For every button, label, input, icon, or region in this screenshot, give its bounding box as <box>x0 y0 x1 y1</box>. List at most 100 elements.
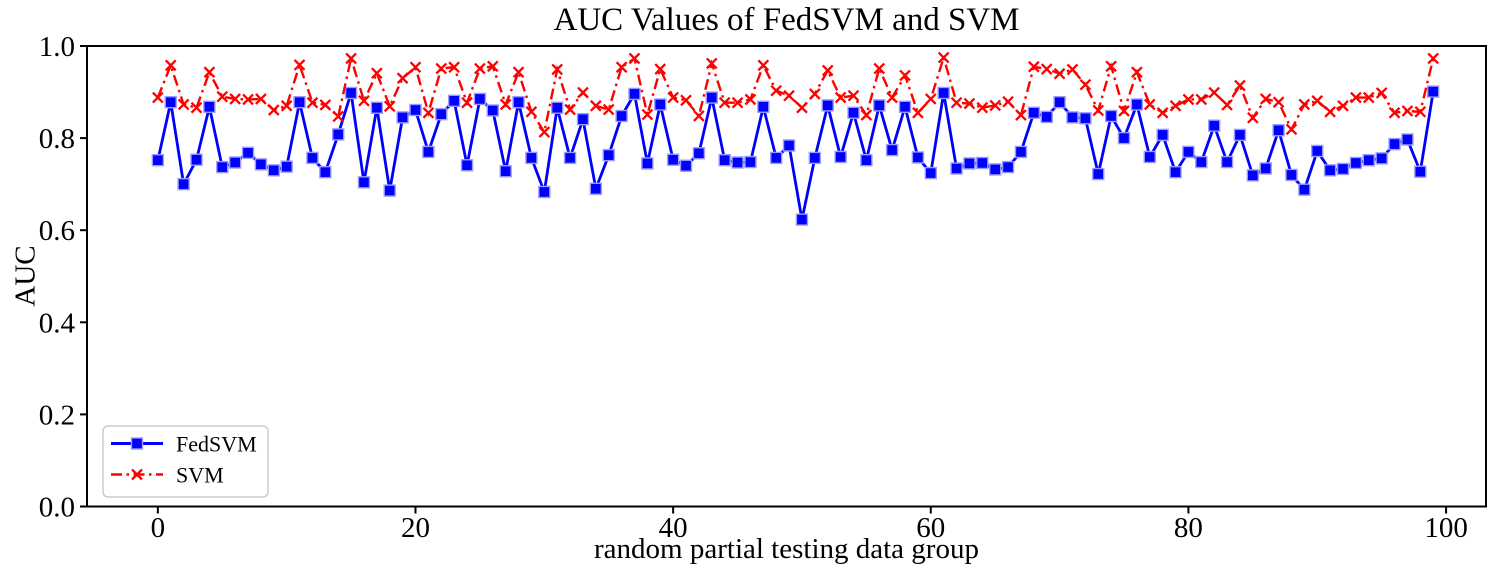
fedsvm-point <box>666 153 680 166</box>
fedsvm-point <box>319 165 332 179</box>
fedsvm-point <box>1220 155 1234 169</box>
svm-point <box>1388 106 1401 119</box>
fedsvm-point <box>460 159 474 172</box>
y-tick-label: 0.4 <box>39 307 76 339</box>
svm-point <box>396 72 409 85</box>
fedsvm-point <box>1182 145 1195 159</box>
svm-point <box>1311 94 1324 107</box>
svm-point <box>654 63 667 75</box>
svm-point <box>1259 93 1272 105</box>
svm-point <box>358 94 370 107</box>
legend-item-svm: SVM <box>111 463 224 488</box>
fedsvm-point <box>357 176 371 189</box>
fedsvm-point <box>409 103 422 117</box>
fedsvm-point <box>1323 164 1337 177</box>
svm-point <box>886 91 898 104</box>
fedsvm-point <box>1285 168 1298 182</box>
svm-point <box>1169 100 1182 112</box>
y-tick-label: 0.6 <box>39 215 75 247</box>
x-tick-label: 40 <box>659 512 688 544</box>
y-tick-label: 0.8 <box>39 123 75 155</box>
fedsvm-point <box>1066 111 1079 124</box>
svm-point <box>486 60 499 73</box>
svm-point <box>783 89 795 102</box>
svm-point <box>937 51 950 64</box>
svm-point <box>319 99 332 111</box>
svm-point <box>602 103 615 116</box>
x-tick-label: 100 <box>1424 512 1468 544</box>
svm-point <box>1156 106 1169 119</box>
svm-point <box>164 59 177 72</box>
x-axis: 0 20 40 60 80 100 <box>151 506 1468 544</box>
svm-point <box>203 66 216 79</box>
fedsvm-point <box>769 151 783 165</box>
fedsvm-point <box>692 147 706 160</box>
fedsvm-point <box>473 92 487 106</box>
fedsvm-point <box>151 154 165 167</box>
svm-point <box>538 126 551 138</box>
svm-point <box>757 59 770 72</box>
fedsvm-point <box>963 157 976 170</box>
fedsvm-point <box>344 86 358 100</box>
fedsvm-point <box>1298 183 1311 196</box>
svm-line <box>156 53 1435 136</box>
fedsvm-point <box>757 100 770 113</box>
fedsvm-point <box>808 151 822 165</box>
fedsvm-point <box>976 156 989 170</box>
svm-point <box>628 52 641 65</box>
fedsvm-point <box>654 98 667 111</box>
svm-point <box>242 93 254 106</box>
svm-point <box>1208 86 1221 99</box>
fedsvm-point <box>1233 128 1247 142</box>
svm-point <box>1002 95 1014 108</box>
svm-point <box>1401 105 1414 117</box>
fedsvm-point <box>1156 128 1169 142</box>
fedsvm-point <box>306 151 319 165</box>
svm-point <box>551 63 564 76</box>
fedsvm-point <box>847 106 860 119</box>
fedsvm-point <box>280 160 293 173</box>
svm-point <box>383 100 396 113</box>
fedsvm-markers <box>151 85 1440 226</box>
legend-item-fedsvm: FedSVM <box>111 432 257 457</box>
svm-point <box>976 101 989 114</box>
fedsvm-point <box>550 101 564 114</box>
y-axis-label: AUC <box>9 245 42 307</box>
fedsvm-point <box>615 109 628 123</box>
svm-point <box>1247 112 1259 124</box>
svm-point <box>680 94 692 107</box>
fedsvm-point <box>1092 167 1105 181</box>
fedsvm-point <box>228 156 242 169</box>
svm-point <box>744 93 757 106</box>
svm-point <box>1079 78 1092 91</box>
fedsvm-point <box>860 154 873 167</box>
svm-series <box>152 51 1439 138</box>
fedsvm-point <box>1014 145 1028 159</box>
fedsvm-point <box>834 150 847 164</box>
fedsvm-point <box>538 185 551 199</box>
svm-point <box>590 100 602 112</box>
legend: FedSVM SVM <box>102 425 269 498</box>
fedsvm-point <box>190 153 203 166</box>
svm-point <box>834 91 847 104</box>
y-tick-label: 1.0 <box>39 31 75 63</box>
svm-point <box>422 106 435 119</box>
y-tick-label: 0.0 <box>39 492 75 524</box>
svm-point <box>718 96 731 109</box>
svm-point <box>306 96 319 109</box>
fedsvm-point <box>203 100 216 113</box>
fedsvm-point <box>447 94 461 107</box>
svm-point <box>1362 91 1375 104</box>
svm-point <box>667 91 679 104</box>
fedsvm-point <box>254 158 268 171</box>
svm-point <box>731 96 744 109</box>
svm-point <box>899 69 911 82</box>
svm-point <box>435 62 448 75</box>
fedsvm-point <box>641 157 654 170</box>
legend-marker-x <box>131 468 143 481</box>
fedsvm-point <box>1143 150 1156 164</box>
fedsvm-point <box>679 159 693 172</box>
svm-point <box>847 89 860 102</box>
svm-point <box>190 101 203 114</box>
svm-point <box>1285 123 1298 136</box>
